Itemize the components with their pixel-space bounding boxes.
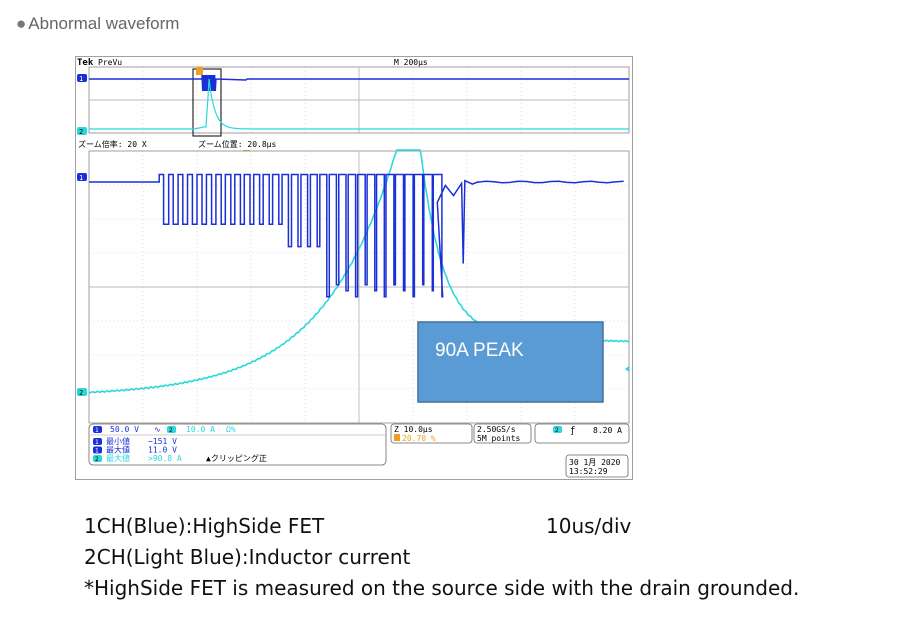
overview-ch1-marker (77, 74, 87, 82)
ch1-caption: 1CH(Blue):HighSide FET (84, 514, 325, 538)
meas-note: ▲クリッピング正 (206, 453, 267, 463)
ch1-ground-marker (77, 173, 87, 181)
overview-ch2-marker-text: 2 (79, 128, 83, 136)
ch2-scale-label: 10.0 A (186, 425, 215, 434)
caption-line-1: 1CH(Blue):HighSide FET 10us/div (84, 511, 799, 542)
trigger-ch-text: 2 (555, 427, 559, 434)
meas-value: >90.8 A (148, 454, 182, 463)
meas-value: 11.0 V (148, 446, 177, 455)
meas-ch-text: 1 (95, 448, 99, 455)
trigger-slope-icon: ƒ (570, 426, 575, 436)
meas-value: −151 V (148, 437, 177, 446)
overview-ch1-trace (89, 74, 629, 92)
measurement-list: 1 最小値 −151 V 1 最大値 11.0 V 2 最大値 >90.8 A ▲クリッピング正 (93, 436, 267, 463)
oscilloscope-display: Tek PreVu M 200µs 1 2 ズーム倍率: 20 X ズーム位置:… (76, 57, 632, 478)
record-length-label: 5M points (477, 434, 521, 443)
meas-ch-text: 2 (95, 456, 99, 463)
caption-block: 1CH(Blue):HighSide FET 10us/div 2CH(Ligh… (84, 511, 799, 604)
peak-annotation-text: 90A PEAK (435, 340, 524, 361)
overview-trigger-marker (196, 67, 203, 75)
meas-ch-badge (93, 455, 102, 462)
acquisition-readout (473, 423, 532, 444)
ch1-highside-fet-trace (89, 173, 624, 298)
meas-label: 最小値 (106, 436, 130, 446)
ch1-ground-marker-text: 1 (79, 174, 83, 182)
bandwidth-icon: ∿ (154, 425, 161, 434)
zoom-position-label: ズーム位置: 20.8µs (198, 139, 276, 149)
meas-ch-badge (93, 438, 102, 445)
overview-ch2-marker (77, 127, 87, 135)
trigger-level-label: 8.20 A (593, 426, 622, 435)
datetime-readout (565, 454, 629, 478)
oscilloscope-screenshot: Tek PreVu M 200µs 1 2 ズーム倍率: 20 X ズーム位置:… (75, 56, 633, 480)
mode-label: PreVu (98, 58, 122, 67)
readout-ch1-badge-text: 1 (95, 427, 99, 434)
horizontal-position-label: 20.70 % (402, 434, 436, 443)
overview-grid (89, 67, 629, 133)
overview-ch2-trace (89, 78, 629, 130)
note-caption: *HighSide FET is measured on the source … (84, 576, 800, 600)
readout-ch1-badge (93, 426, 102, 433)
channel-readout-panel (88, 423, 387, 466)
bullet-icon: ● (16, 14, 27, 33)
ch1-scale-label: 50.0 V (110, 425, 139, 434)
date-label: 30 1月 2020 (569, 458, 621, 467)
zoom-window-box (192, 68, 222, 137)
ch2-ground-marker-text: 2 (79, 389, 83, 397)
peak-annotation-box (417, 321, 604, 403)
readout-ch2-badge-text: 2 (169, 427, 173, 434)
meas-label: 最大値 (106, 445, 130, 455)
zoom-factor-label: ズーム倍率: 20 X (78, 139, 147, 149)
horizontal-trigger-icon (394, 434, 400, 441)
brand-label: Tek (77, 58, 94, 68)
timebase-label: M 200µs (394, 58, 428, 67)
meas-ch-badge (93, 446, 102, 454)
ch2-ground-marker (77, 388, 87, 396)
trigger-ch-badge (553, 426, 562, 433)
heading-text: Abnormal waveform (28, 14, 180, 33)
horizontal-scale-label: Z 10.0µs (394, 425, 433, 434)
overview-ch1-marker-text: 1 (79, 75, 83, 83)
readout-ch2-badge (167, 426, 176, 433)
meas-ch-text: 1 (95, 439, 99, 446)
sample-rate-label: 2.50GS/s (477, 425, 516, 434)
meas-label: 最大値 (106, 453, 130, 463)
trigger-level-arrow (625, 366, 629, 372)
horizontal-readout (390, 423, 473, 444)
time-label: 13:52:29 (569, 467, 608, 476)
ch2-unit-label: Ω% (226, 425, 236, 434)
time-per-div-caption: 10us/div (546, 514, 632, 538)
ch2-caption: 2CH(Light Blue):Inductor current (84, 545, 411, 569)
page-heading: ● Abnormal waveform (16, 14, 179, 34)
